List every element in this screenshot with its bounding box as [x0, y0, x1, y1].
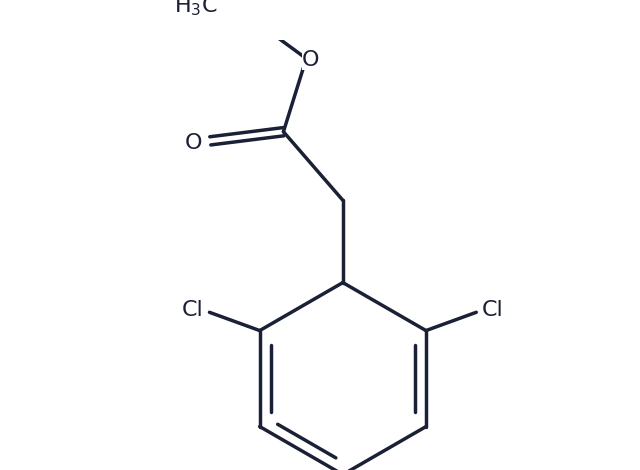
Text: Cl: Cl [482, 300, 504, 321]
Text: O: O [185, 133, 203, 153]
Text: O: O [302, 50, 319, 70]
Text: H$_3$C: H$_3$C [174, 0, 218, 18]
Text: Cl: Cl [182, 300, 204, 321]
